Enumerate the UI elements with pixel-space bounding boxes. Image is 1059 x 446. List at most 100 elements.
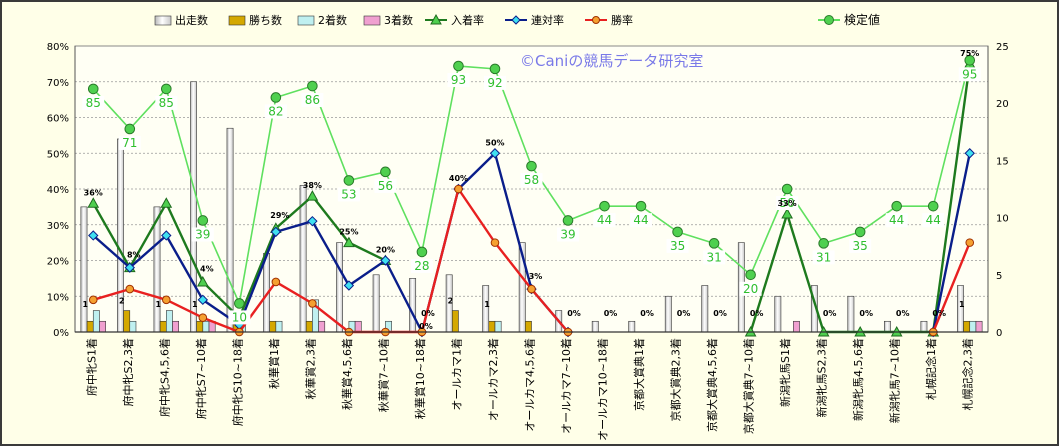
bar-starts <box>664 295 672 333</box>
bar-starts <box>372 274 380 333</box>
legend: 出走数 勝ち数 2着数 3着数 入着率 連対率 勝率 検定値 <box>154 12 880 27</box>
k-value-label: 56 <box>378 179 393 193</box>
point-marker <box>526 160 537 172</box>
point-marker <box>489 63 501 75</box>
bar-wins <box>269 320 277 333</box>
left-tick-label: 70% <box>47 78 69 89</box>
rate-label: 50% <box>485 138 504 147</box>
rate-label: 36% <box>84 188 103 197</box>
bar-thirds <box>318 320 326 333</box>
legend-swatch <box>228 15 246 26</box>
lines-group <box>87 55 976 338</box>
k-label-bg <box>885 213 908 228</box>
bar-wins <box>488 320 496 333</box>
rate-label: 75% <box>960 49 979 58</box>
left-tick-label: 60% <box>47 114 69 125</box>
point-marker <box>745 269 756 281</box>
k-label-bg <box>630 213 653 228</box>
k-label-bg <box>228 310 251 325</box>
k-value-label: 92 <box>487 76 502 90</box>
bar-seconds <box>166 310 173 333</box>
point-marker <box>489 148 501 159</box>
k-value-label: 44 <box>889 213 904 227</box>
legend-label: 勝率 <box>611 13 633 27</box>
bar-thirds <box>793 320 800 333</box>
category-label: 新潟牝馬7~10着 <box>888 338 902 423</box>
point-marker <box>380 255 391 266</box>
category-label: 京都大賞典7~10着 <box>742 338 756 434</box>
legend-marker <box>511 15 521 25</box>
k-value-label: 39 <box>560 227 575 241</box>
k-value-label: 86 <box>305 93 320 107</box>
k-label-bg <box>958 67 981 82</box>
bar-starts <box>920 320 928 333</box>
point-marker <box>964 55 976 66</box>
k-label-bg <box>374 178 397 193</box>
category-label: オールカマ2,3着 <box>486 338 500 421</box>
k-value-label: 44 <box>597 213 612 227</box>
k-label-bg <box>337 187 360 202</box>
point-marker <box>672 226 683 238</box>
right-tick-label: 20 <box>996 99 1009 110</box>
zero-label: 0% <box>859 309 873 318</box>
legend-swatch <box>297 15 315 26</box>
point-marker <box>343 175 355 186</box>
bar-seconds <box>275 320 283 333</box>
extra-label: 4% <box>200 265 214 274</box>
legend-label: 勝ち数 <box>249 13 282 27</box>
k-value-label: 44 <box>633 213 648 227</box>
point-marker <box>196 275 209 287</box>
bar-seconds <box>494 320 502 333</box>
legend-marker <box>430 13 442 25</box>
category-label: 秋華賞10~18着 <box>413 338 427 419</box>
k-label-bg <box>483 75 506 90</box>
right-tick-label: 25 <box>996 42 1009 53</box>
k-label-bg <box>82 95 105 110</box>
extra-label: 3% <box>529 272 543 281</box>
left-tick-label: 80% <box>47 42 69 53</box>
bar-wins <box>159 320 167 333</box>
k-value-label: 82 <box>268 104 283 118</box>
k-label-bg <box>922 213 945 228</box>
point-marker <box>490 238 500 247</box>
point-marker <box>380 166 391 178</box>
bar-wins <box>123 310 131 333</box>
zero-label: 0% <box>823 309 837 318</box>
point-marker <box>161 83 172 95</box>
k-value-label: 95 <box>962 67 977 81</box>
point-marker <box>308 299 317 308</box>
category-label: 秋華賞2,3着 <box>303 338 317 400</box>
k-value-label: 50 <box>779 196 794 210</box>
category-label: オールカマ7~10着 <box>559 338 573 434</box>
k-label-bg <box>739 281 762 296</box>
point-marker <box>854 226 866 238</box>
k-label-bg <box>264 104 287 119</box>
k-label-bg <box>812 250 835 265</box>
extra-label: 29% <box>270 211 289 220</box>
right-tick-label: 0 <box>996 328 1002 339</box>
bar-wins <box>305 320 313 333</box>
category-label: 秋華賞4,5,6着 <box>340 338 354 410</box>
zero-label: 0% <box>932 309 946 318</box>
rate-label: 38% <box>303 181 322 190</box>
point-marker <box>87 197 100 208</box>
category-label: 新潟牝馬S2,3着 <box>815 338 829 417</box>
point-marker <box>270 226 282 238</box>
k-value-label: 58 <box>524 173 539 187</box>
point-marker <box>197 215 209 226</box>
k-value-label: 85 <box>86 96 101 110</box>
zero-label: 0% <box>604 309 618 318</box>
category-label: 京都大賞典4,5,6着 <box>705 338 719 432</box>
bar-starts <box>701 285 709 333</box>
bar-thirds <box>975 320 983 333</box>
k-value-label: 35 <box>853 239 868 253</box>
point-marker <box>88 295 98 305</box>
k-label-bg <box>593 213 616 228</box>
k-value-label: 39 <box>195 227 210 241</box>
legend-marker <box>824 15 834 25</box>
k-label-bg <box>666 238 689 253</box>
left-tick-label: 20% <box>47 257 69 268</box>
bar-starts <box>226 127 234 333</box>
k-label-bg <box>155 95 178 110</box>
